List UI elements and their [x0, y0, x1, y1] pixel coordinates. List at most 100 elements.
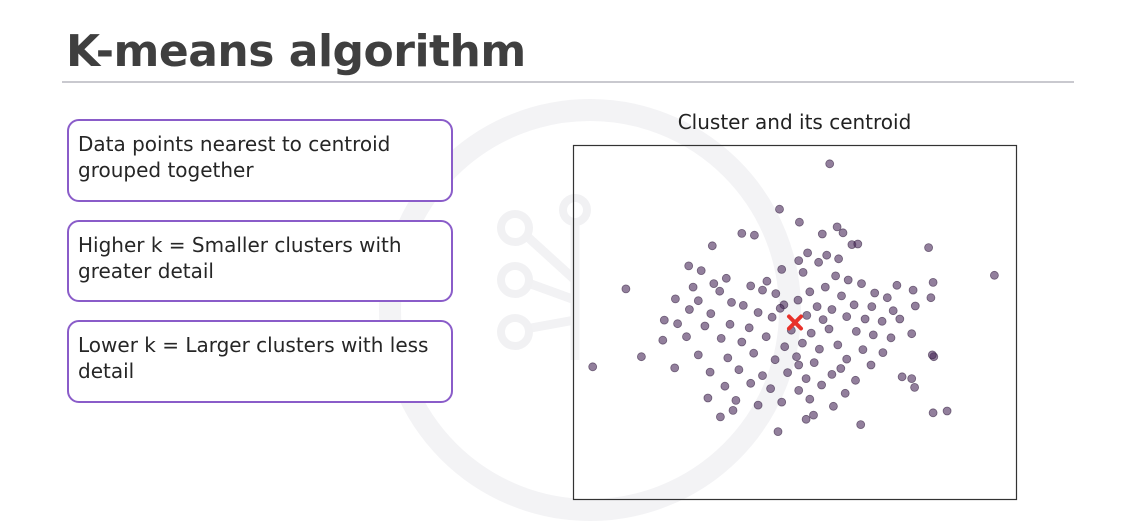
- data-point: [723, 353, 733, 363]
- data-point: [770, 355, 780, 365]
- data-point: [775, 204, 784, 214]
- data-point: [817, 380, 826, 390]
- data-point: [737, 337, 747, 347]
- data-point: [818, 315, 828, 325]
- bullet-box-higher-k: Higher k = Smaller clusters with greater…: [67, 220, 453, 302]
- data-point: [621, 284, 631, 294]
- data-point: [842, 354, 852, 364]
- data-point: [758, 371, 767, 381]
- data-point: [858, 345, 868, 355]
- data-point: [738, 300, 748, 310]
- data-point: [990, 270, 999, 280]
- data-point: [842, 312, 852, 322]
- data-points: [588, 159, 999, 437]
- data-point: [814, 257, 823, 267]
- data-point: [831, 271, 840, 281]
- data-point: [783, 368, 792, 378]
- data-point: [851, 326, 861, 336]
- data-point: [801, 374, 811, 384]
- data-point: [762, 276, 772, 286]
- data-point: [766, 384, 775, 394]
- data-point: [867, 302, 877, 312]
- data-point: [815, 344, 824, 354]
- data-point: [856, 420, 866, 430]
- data-point: [809, 410, 818, 420]
- data-point: [731, 395, 741, 405]
- data-point: [706, 309, 716, 319]
- data-point: [812, 302, 822, 312]
- data-point: [746, 281, 756, 291]
- centroid-marker: [787, 314, 803, 331]
- data-point: [832, 222, 842, 232]
- data-point: [705, 367, 715, 377]
- data-point: [744, 323, 754, 333]
- data-point: [908, 285, 918, 295]
- data-point: [746, 378, 756, 388]
- data-point: [853, 239, 863, 249]
- data-point: [857, 279, 866, 289]
- data-point: [795, 217, 804, 227]
- data-point: [693, 296, 703, 306]
- data-point: [877, 316, 887, 326]
- data-point: [926, 293, 936, 303]
- data-point: [825, 159, 835, 169]
- bullet-box-lower-k: Lower k = Larger clusters with less deta…: [67, 320, 453, 403]
- data-point: [777, 397, 787, 407]
- data-point: [794, 360, 804, 370]
- data-point: [809, 358, 819, 368]
- data-point: [803, 248, 812, 258]
- data-point: [727, 297, 736, 307]
- data-point: [834, 254, 843, 264]
- data-point: [805, 394, 815, 404]
- bullet-box-centroid-grouping: Data points nearest to centroid grouped …: [67, 119, 453, 202]
- data-point: [928, 408, 938, 418]
- data-point: [838, 228, 848, 238]
- data-point: [801, 414, 811, 424]
- data-point: [753, 400, 763, 410]
- data-point: [820, 282, 830, 292]
- chart-title: Cluster and its centroid: [677, 110, 912, 134]
- data-point: [716, 333, 726, 343]
- plot-frame: [572, 144, 1018, 501]
- data-point: [827, 305, 837, 314]
- data-point: [942, 406, 952, 416]
- data-point: [637, 352, 646, 362]
- data-point: [716, 412, 725, 422]
- title-divider: [62, 81, 1074, 83]
- data-point: [836, 364, 846, 373]
- data-point: [728, 405, 738, 415]
- data-point: [771, 289, 781, 299]
- data-point: [682, 332, 691, 342]
- data-point: [907, 329, 917, 339]
- data-point: [927, 350, 937, 360]
- data-point: [673, 319, 682, 329]
- data-point: [870, 288, 880, 298]
- data-point: [793, 295, 803, 305]
- data-point: [798, 267, 808, 277]
- data-point: [840, 388, 850, 398]
- data-point: [693, 350, 703, 360]
- data-point: [910, 382, 919, 392]
- data-point: [805, 287, 815, 297]
- data-point: [767, 312, 777, 322]
- data-point: [907, 374, 917, 384]
- data-point: [806, 328, 816, 338]
- data-point: [696, 266, 706, 276]
- data-point: [928, 277, 938, 287]
- data-point: [671, 294, 680, 304]
- data-point: [886, 333, 896, 343]
- data-point: [882, 293, 892, 303]
- data-point: [684, 261, 694, 271]
- data-point: [924, 243, 933, 253]
- data-point: [734, 365, 744, 375]
- data-point: [720, 381, 730, 391]
- data-point: [588, 362, 598, 372]
- slide-title: K-means algorithm: [66, 26, 526, 77]
- data-point: [817, 229, 827, 239]
- data-point: [761, 332, 771, 342]
- data-point: [827, 369, 837, 379]
- data-point: [822, 250, 832, 260]
- data-point: [829, 401, 838, 411]
- data-point: [773, 427, 783, 437]
- data-point: [794, 256, 804, 266]
